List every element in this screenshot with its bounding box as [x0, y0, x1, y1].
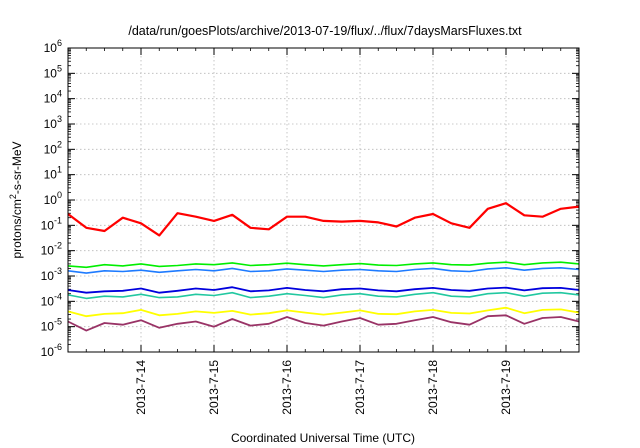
y-axis: 10-6 10-5 10-4 10-3 10-2 10-1 100 101 102 103 104 1…: [41, 38, 579, 359]
grid: [68, 48, 579, 352]
y-tick-label: 101: [44, 165, 62, 182]
series-line-2: [67, 261, 580, 269]
series-group: [67, 202, 580, 332]
y-axis-label-unit: protons/cm: [10, 199, 24, 258]
y-tick-label: 106: [44, 38, 62, 55]
y-tick-label: 10-6: [41, 342, 62, 359]
x-axis-label: Coordinated Universal Time (UTC): [231, 431, 415, 445]
x-tick-label: 2013-7-14: [134, 360, 148, 415]
y-tick-label: 10-2: [41, 241, 62, 258]
y-axis-label: protons/cm2-s-sr-MeV: [8, 141, 24, 258]
y-axis-label-rest: -s-sr-MeV: [10, 141, 24, 194]
y-tick-label: 10-4: [41, 291, 62, 308]
y-tick-label: 102: [44, 139, 62, 156]
x-tick-label: 2013-7-19: [499, 360, 513, 415]
series-line-1: [67, 202, 580, 237]
plot-frame: [67, 47, 580, 353]
series-line-7: [67, 314, 580, 332]
y-tick-label: 103: [44, 114, 62, 131]
y-tick-label: 104: [44, 89, 62, 106]
x-tick-label: 2013-7-17: [353, 360, 367, 415]
x-tick-label: 2013-7-16: [280, 360, 294, 415]
chart-title: /data/run/goesPlots/archive/2013-07-19/f…: [128, 24, 522, 38]
x-axis: 2013-7-14 2013-7-15 2013-7-16 2013-7-17 2013…: [85, 48, 562, 415]
y-tick-label: 10-5: [41, 317, 62, 334]
series-line-5: [67, 291, 580, 300]
y-tick-label: 105: [44, 63, 62, 80]
y-axis-label-exponent: 2: [8, 194, 18, 199]
y-tick-label: 100: [44, 190, 62, 207]
x-tick-label: 2013-7-18: [426, 360, 440, 415]
x-tick-label: 2013-7-15: [207, 360, 221, 415]
series-line-6: [67, 306, 580, 318]
series-line-4: [67, 286, 580, 294]
y-tick-label: 10-3: [41, 266, 62, 283]
series-line-3: [67, 266, 580, 274]
y-tick-label: 10-1: [41, 215, 62, 232]
